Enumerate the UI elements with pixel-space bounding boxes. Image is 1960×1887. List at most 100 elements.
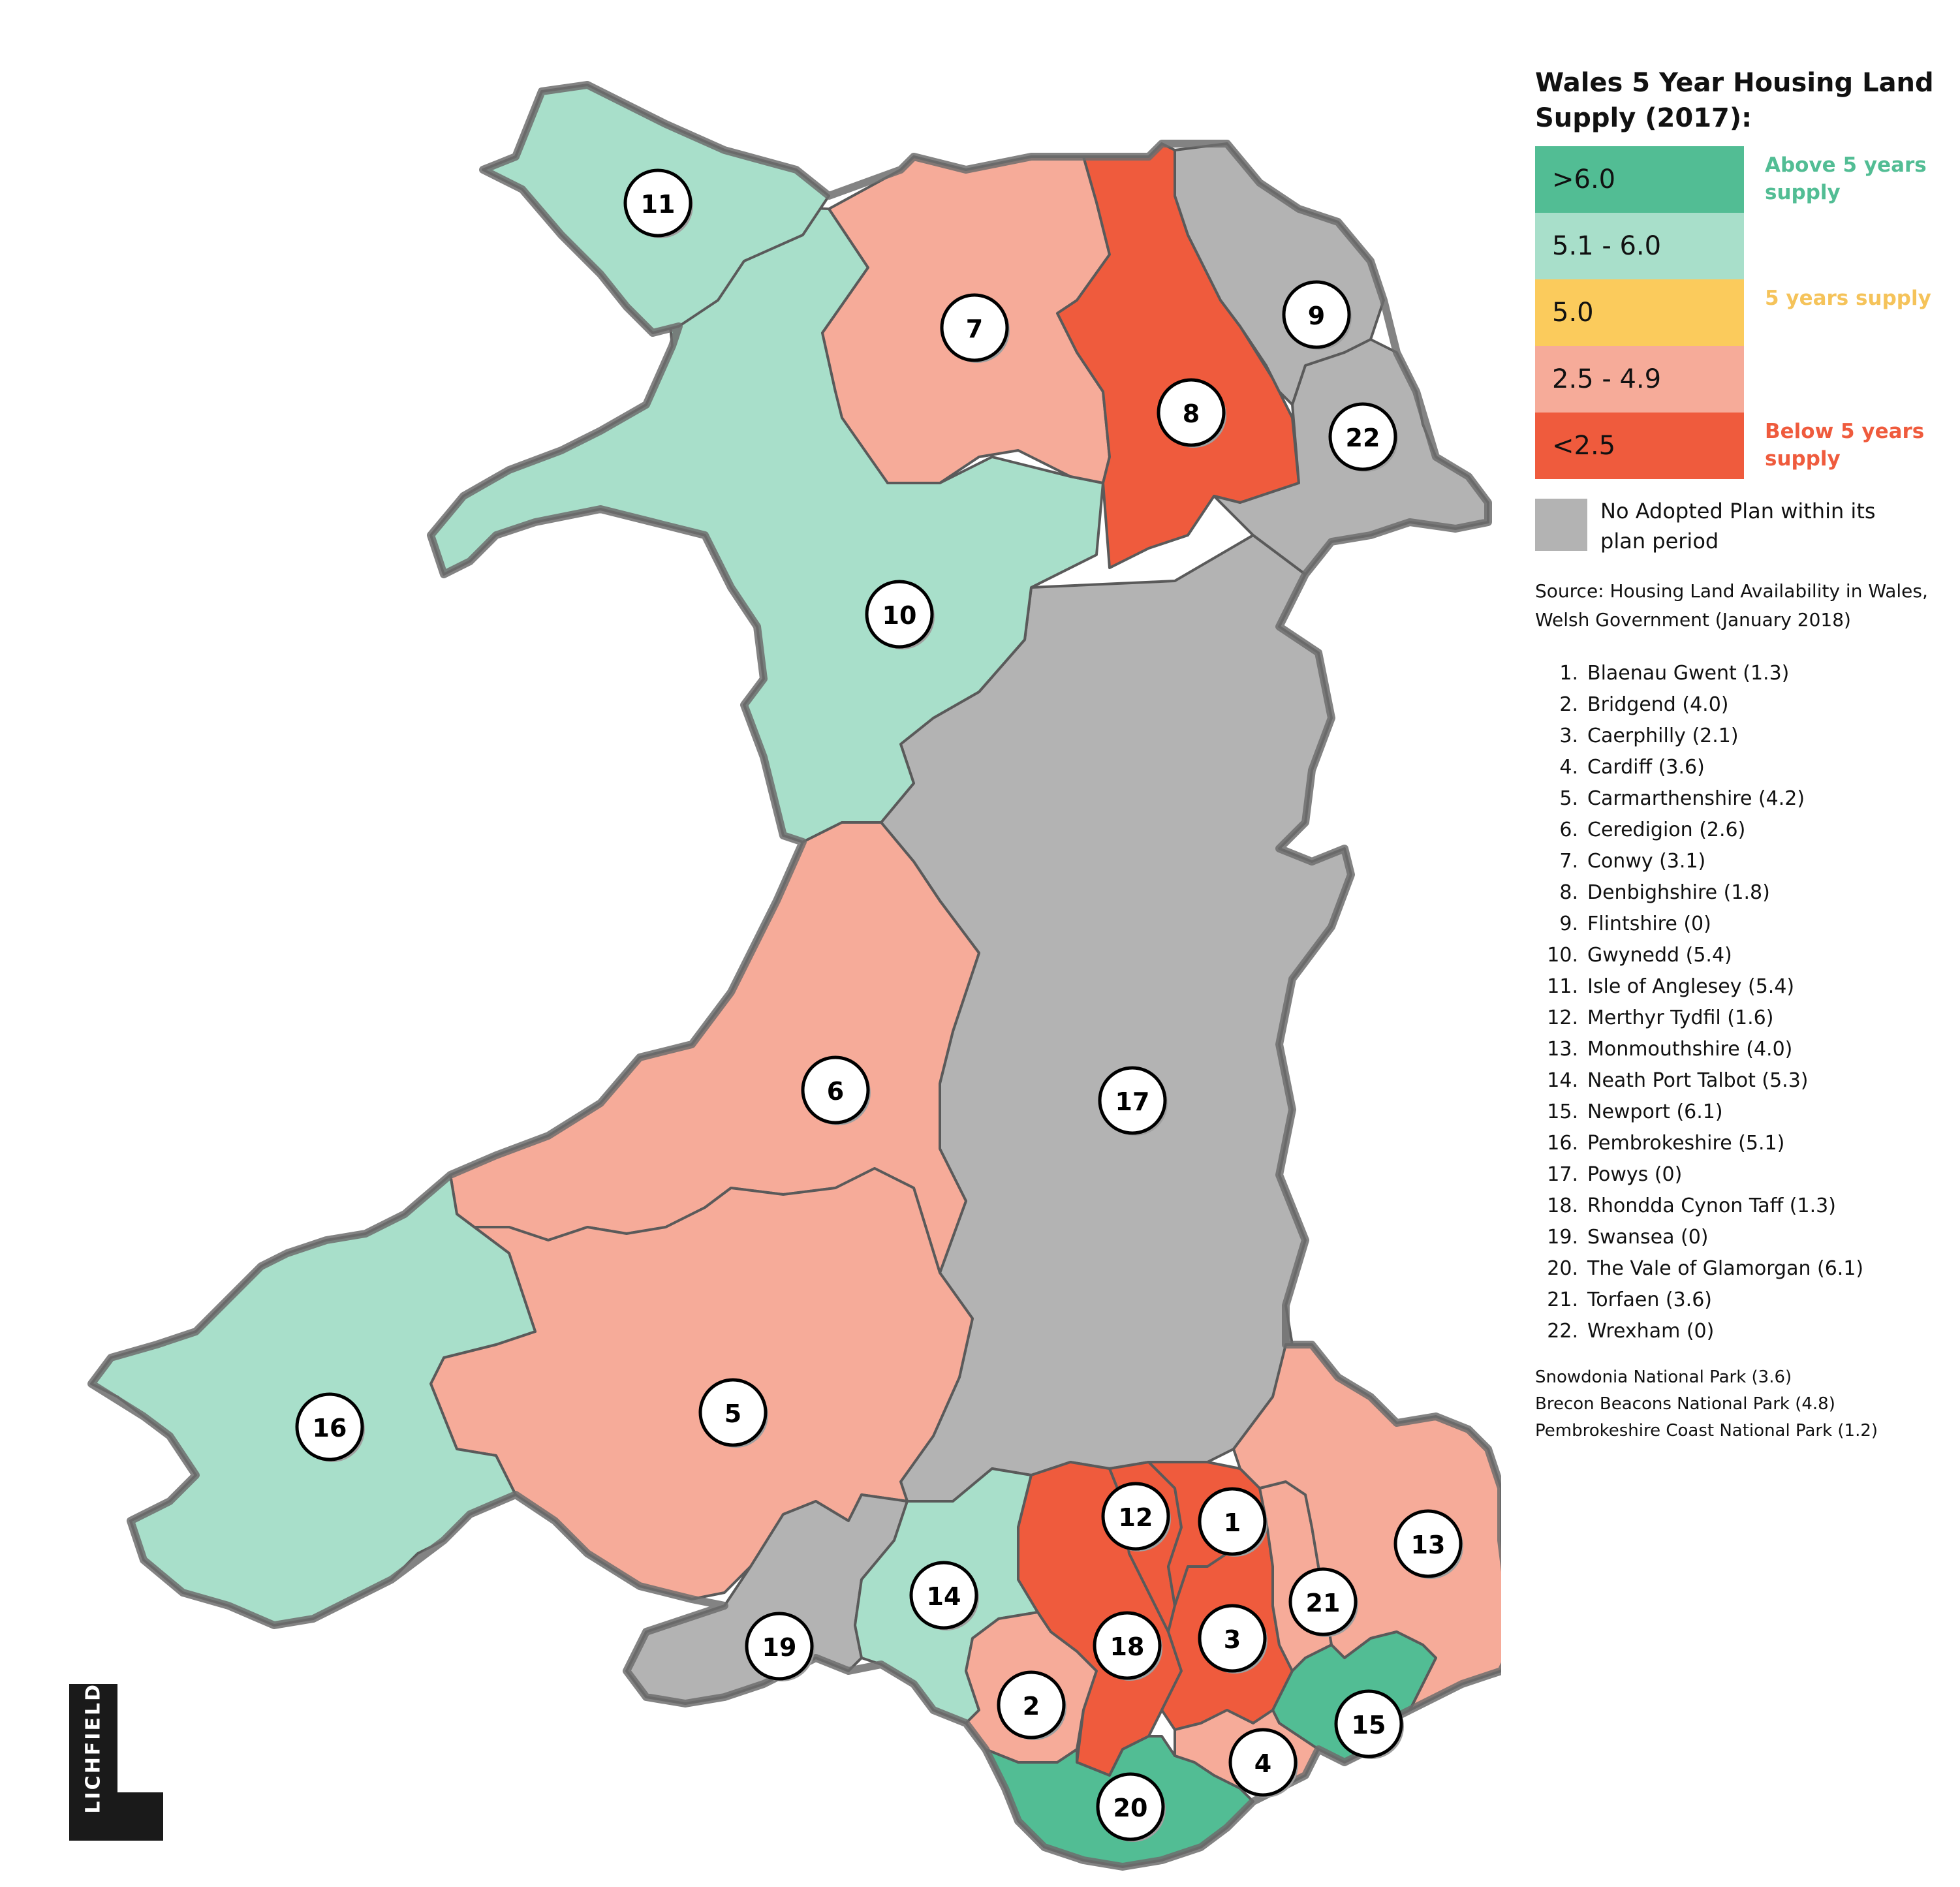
- marker-number: 16: [313, 1414, 347, 1443]
- region-marker-12: 12: [1101, 1482, 1171, 1552]
- region-marker-13: 13: [1393, 1509, 1463, 1579]
- list-item-number: 2.: [1559, 693, 1578, 716]
- legend: Wales 5 Year Housing Land Supply (2017):…: [1535, 65, 1946, 1444]
- legend-bin-2: 5.0 5 years supply: [1535, 279, 1946, 346]
- list-item-label: Conwy (3.1): [1587, 850, 1706, 873]
- list-item-number: 5.: [1559, 787, 1578, 810]
- map-title: Wales 5 Year Housing Land Supply (2017):: [1535, 68, 1934, 133]
- list-item: 10. Gwynedd (5.4): [1535, 940, 1946, 971]
- list-item: 22. Wrexham (0): [1535, 1316, 1946, 1347]
- list-item-number: 3.: [1559, 725, 1578, 747]
- list-item: 7. Conwy (3.1): [1535, 846, 1946, 877]
- marker-number: 10: [882, 601, 917, 630]
- region-marker-14: 14: [909, 1561, 979, 1630]
- list-item: 15. Newport (6.1): [1535, 1097, 1946, 1128]
- no-plan-label: No Adopted Plan within its plan period: [1600, 499, 1876, 554]
- list-item-number: 8.: [1559, 881, 1578, 904]
- marker-circle: [1101, 1482, 1170, 1551]
- list-item-number: 9.: [1559, 912, 1578, 935]
- list-item-number: 14.: [1547, 1069, 1578, 1092]
- region-marker-21: 21: [1288, 1567, 1358, 1637]
- list-item-label: Torfaen (3.6): [1587, 1288, 1712, 1311]
- list-item-number: 1.: [1559, 662, 1578, 685]
- legend-note: Above 5 years supply: [1765, 153, 1927, 204]
- marker-circle: [909, 1561, 978, 1630]
- legend-note: Below 5 years supply: [1765, 420, 1925, 471]
- list-item: 13. Monmouthshire (4.0): [1535, 1034, 1946, 1065]
- legend-swatch: 2.5 - 4.9: [1535, 346, 1744, 413]
- list-item-label: Merthyr Tydfil (1.6): [1587, 1006, 1774, 1029]
- list-item-label: Flintshire (0): [1587, 912, 1711, 935]
- list-item-label: Powys (0): [1587, 1163, 1683, 1186]
- list-item: 19. Swansea (0): [1535, 1222, 1946, 1253]
- list-item-label: Pembrokeshire (5.1): [1587, 1132, 1785, 1155]
- list-item-label: Monmouthshire (4.0): [1587, 1038, 1793, 1061]
- marker-number: 9: [1308, 302, 1325, 330]
- no-plan-swatch: [1535, 499, 1587, 551]
- list-item-label: Swansea (0): [1587, 1226, 1709, 1249]
- list-item-number: 4.: [1559, 756, 1578, 779]
- list-item-number: 10.: [1547, 944, 1578, 967]
- list-item: 14. Neath Port Talbot (5.3): [1535, 1065, 1946, 1097]
- region-marker-18: 18: [1093, 1611, 1162, 1681]
- list-item-label: The Vale of Glamorgan (6.1): [1587, 1257, 1864, 1280]
- legend-no-plan: No Adopted Plan within its plan period: [1535, 499, 1946, 564]
- list-item-label: Caerphilly (2.1): [1587, 725, 1739, 747]
- list-item-label: Isle of Anglesey (5.4): [1587, 975, 1795, 998]
- list-item-label: Newport (6.1): [1587, 1100, 1723, 1123]
- list-item: 9. Flintshire (0): [1535, 909, 1946, 940]
- marker-circle: [801, 1055, 870, 1125]
- marker-circle: [940, 293, 1009, 362]
- marker-number: 8: [1183, 399, 1200, 428]
- marker-number: 18: [1110, 1632, 1145, 1661]
- marker-number: 11: [641, 190, 676, 219]
- logo-text: LICHFIELDS: [82, 1666, 105, 1814]
- list-item-number: 13.: [1547, 1038, 1578, 1061]
- list-item: 8. Denbighshire (1.8): [1535, 877, 1946, 909]
- marker-number: 1: [1224, 1508, 1241, 1537]
- national-park-item: Brecon Beacons National Park (4.8): [1535, 1394, 1835, 1414]
- legend-bin-4: <2.5 Below 5 years supply: [1535, 413, 1946, 479]
- marker-circle: [1198, 1487, 1267, 1556]
- marker-circle: [997, 1670, 1066, 1739]
- legend-swatch: >6.0: [1535, 146, 1744, 213]
- region-marker-4: 4: [1228, 1728, 1298, 1798]
- region-marker-19: 19: [745, 1612, 815, 1681]
- list-item-number: 11.: [1547, 975, 1578, 998]
- legend-bin-1: 5.1 - 6.0: [1535, 213, 1946, 279]
- list-item: 11. Isle of Anglesey (5.4): [1535, 971, 1946, 1003]
- list-item: 12. Merthyr Tydfil (1.6): [1535, 1003, 1946, 1034]
- marker-number: 21: [1306, 1589, 1341, 1617]
- legend-bins: >6.0 Above 5 years supply 5.1 - 6.0 5.0 5 ye…: [1535, 146, 1946, 479]
- marker-circle: [1328, 402, 1397, 471]
- marker-number: 5: [724, 1399, 741, 1428]
- national-park-item: Snowdonia National Park (3.6): [1535, 1367, 1792, 1387]
- marker-circle: [1288, 1567, 1358, 1636]
- list-item: 6. Ceredigion (2.6): [1535, 815, 1946, 846]
- list-item-number: 22.: [1547, 1320, 1578, 1343]
- region-marker-1: 1: [1198, 1487, 1268, 1557]
- region-marker-16: 16: [295, 1392, 365, 1462]
- region-marker-20: 20: [1096, 1772, 1166, 1842]
- region-marker-7: 7: [940, 293, 1010, 363]
- marker-circle: [1093, 1611, 1162, 1680]
- region-marker-10: 10: [865, 580, 935, 649]
- marker-number: 2: [1023, 1692, 1040, 1721]
- list-item-number: 17.: [1547, 1163, 1578, 1186]
- marker-circle: [1198, 1604, 1267, 1673]
- list-item: 17. Powys (0): [1535, 1159, 1946, 1191]
- marker-number: 13: [1411, 1531, 1446, 1559]
- marker-circle: [1157, 378, 1226, 447]
- list-item-number: 18.: [1547, 1194, 1578, 1217]
- list-item-label: Cardiff (3.6): [1587, 756, 1705, 779]
- marker-number: 15: [1352, 1711, 1386, 1739]
- legend-bin-3: 2.5 - 4.9: [1535, 346, 1946, 413]
- lichfields-logo: LICHFIELDS: [69, 1666, 163, 1841]
- marker-number: 12: [1119, 1503, 1153, 1532]
- list-item: 1. Blaenau Gwent (1.3): [1535, 658, 1946, 689]
- marker-circle: [295, 1392, 364, 1461]
- coastline: [87, 81, 1501, 1871]
- national-parks-list: Snowdonia National Park (3.6) Brecon Beac…: [1535, 1364, 1946, 1444]
